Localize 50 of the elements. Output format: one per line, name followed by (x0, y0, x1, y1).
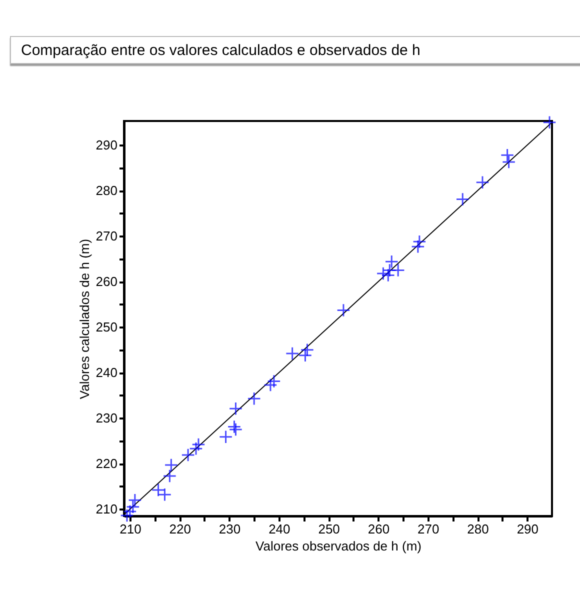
point (336, 303, 350, 318)
x-tick-label: 250 (318, 522, 340, 536)
x-tick-label: 260 (368, 522, 390, 536)
y-tick-label: 260 (96, 274, 118, 290)
point (247, 392, 261, 406)
point (228, 402, 243, 416)
x-axis-title: Valores observados de h (m) (256, 538, 422, 554)
x-tick-label: 270 (418, 522, 440, 536)
point (412, 234, 426, 248)
x-tick-label: 220 (169, 522, 191, 536)
point (126, 500, 140, 514)
y-tick-label: 240 (96, 365, 118, 380)
point (120, 508, 134, 522)
point (228, 422, 243, 436)
point (476, 176, 490, 190)
point (227, 420, 242, 434)
chart-title: Comparação entre os valores calculados e observados de h (10, 36, 580, 64)
y-tick-label: 290 (96, 138, 118, 153)
point (123, 504, 137, 518)
point (285, 346, 300, 360)
point (192, 438, 206, 452)
point (264, 378, 278, 392)
y-tick-label: 270 (96, 228, 118, 244)
point (162, 469, 177, 483)
x-tick-label: 240 (268, 522, 290, 536)
y-tick-label: 220 (96, 456, 118, 472)
point (189, 442, 203, 456)
y-axis-title: Valores calculados de h (m) (76, 238, 92, 400)
x-tick-label: 230 (218, 522, 241, 536)
point (300, 343, 314, 357)
y-tick-label: 250 (96, 320, 118, 335)
point (181, 448, 195, 462)
point (500, 148, 514, 162)
y-tick-label: 280 (96, 183, 118, 198)
point (376, 266, 390, 280)
y-tick-label: 230 (96, 410, 118, 426)
point (411, 240, 425, 254)
point (267, 374, 281, 388)
x-tick-label: 280 (467, 522, 489, 536)
point (218, 430, 233, 444)
point (381, 268, 396, 282)
point (164, 458, 178, 472)
point (502, 155, 516, 169)
point (128, 493, 142, 507)
x-tick-label: 290 (516, 522, 539, 536)
point (456, 192, 470, 206)
point (298, 348, 312, 362)
x-tick-label: 210 (120, 522, 142, 536)
y-tick-label: 210 (96, 502, 118, 517)
point (542, 115, 556, 130)
